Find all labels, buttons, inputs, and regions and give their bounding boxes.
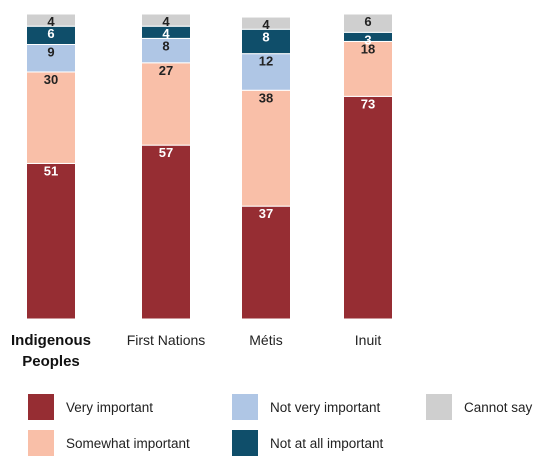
bar-stack-indigenous-peoples: 51 30 9 64 [26,13,76,320]
legend-swatch-very-important [28,394,54,420]
category-label-first-nations: First Nations [127,332,206,348]
bar-m-tis-not-at-all-important [241,28,291,55]
legend-swatch-not-very-important [232,394,258,420]
legend-item-cannot-say: Cannot say [426,394,532,420]
bar-m-tis-very-important [241,205,291,320]
legend-label-somewhat-important: Somewhat important [66,435,190,451]
bar-m-tis-somewhat-important [241,89,291,207]
data-label-inuit-somewhat-important: 18 [361,41,375,56]
bar-stack-m-tis: 37 38 12 84 [241,16,291,320]
bar-indigenous-peoples-cannot-say [26,13,76,27]
data-label-indigenous-peoples-very-important: 51 [44,163,58,178]
category-label-inuit: Inuit [355,332,382,348]
data-label-first-nations-cannot-say: 4 [162,14,170,29]
legend-label-not-very-important: Not very important [270,399,381,415]
bar-inuit-cannot-say [343,13,393,33]
data-label-m-tis-cannot-say: 4 [262,17,270,32]
bar-m-tis-cannot-say [241,16,291,30]
legend-label-not-at-all-important: Not at all important [270,435,384,451]
legend-swatch-not-at-all-important [232,430,258,456]
legend-swatch-somewhat-important [28,430,54,456]
data-label-first-nations-very-important: 57 [159,145,173,160]
legend-swatch-cannot-say [426,394,452,420]
data-label-m-tis-not-very-important: 12 [259,54,273,69]
data-label-inuit-very-important: 73 [361,96,375,111]
data-label-m-tis-somewhat-important: 38 [259,90,273,105]
bar-stack-inuit: 73 183 6 [343,13,393,320]
data-label-indigenous-peoples-somewhat-important: 30 [44,72,58,87]
data-label-first-nations-somewhat-important: 27 [159,63,173,78]
data-label-m-tis-very-important: 37 [259,206,273,221]
bar-indigenous-peoples-not-very-important [26,44,76,73]
data-label-indigenous-peoples-cannot-say: 4 [47,14,55,29]
bar-inuit-very-important [343,95,393,320]
legend-item-somewhat-important: Somewhat important [28,430,190,456]
legend-label-cannot-say: Cannot say [464,399,533,415]
category-label-m-tis: Métis [249,332,282,348]
bar-first-nations-somewhat-important [141,62,191,146]
legend-item-not-very-important: Not very important [232,394,380,420]
category-label-indigenous-peoples-line-2: Peoples [22,353,80,370]
bar-first-nations-very-important [141,144,191,320]
data-label-indigenous-peoples-not-very-important: 9 [47,45,54,60]
data-label-inuit-not-at-all-important: 3 [364,32,371,47]
bar-indigenous-peoples-somewhat-important [26,71,76,164]
bar-indigenous-peoples-very-important [26,162,76,320]
data-label-inuit-cannot-say: 6 [364,14,371,29]
data-label-first-nations-not-at-all-important: 4 [162,26,170,41]
bar-m-tis-not-very-important [241,53,291,91]
bar-inuit-somewhat-important [343,40,393,97]
legend-item-not-at-all-important: Not at all important [232,430,383,456]
bar-first-nations-cannot-say [141,13,191,27]
data-label-m-tis-not-at-all-important: 8 [262,29,269,44]
legend: Very important Not very important Cannot… [0,388,533,458]
category-label-indigenous-peoples-line-1: Indigenous [11,332,91,349]
data-label-indigenous-peoples-not-at-all-important: 6 [47,26,54,41]
legend-item-very-important: Very important [28,394,153,420]
data-label-first-nations-not-very-important: 8 [162,38,169,53]
legend-label-very-important: Very important [66,399,154,415]
